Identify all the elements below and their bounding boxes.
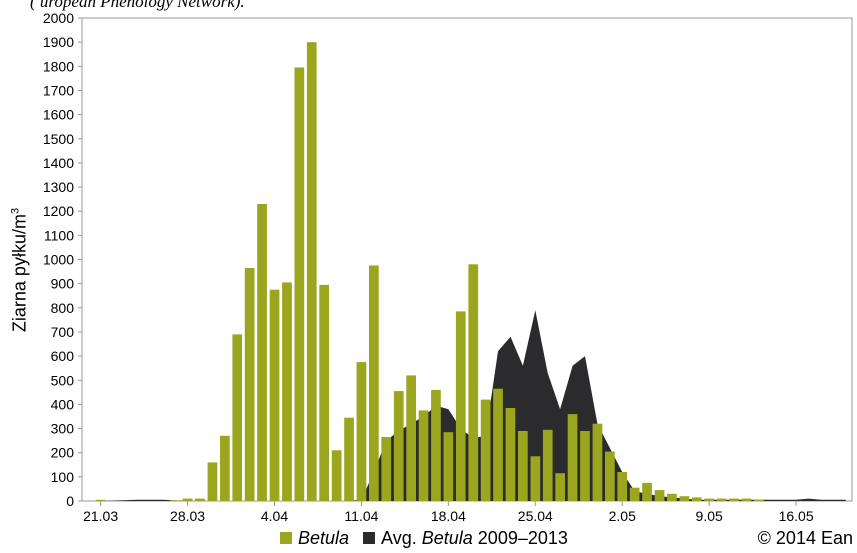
betula-bar: [455, 311, 466, 501]
y-tick-label: 1400: [43, 155, 74, 171]
betula-bar: [505, 408, 516, 501]
betula-bar: [480, 399, 491, 501]
y-tick-label: 0: [66, 493, 74, 509]
betula-bar: [294, 67, 305, 501]
betula-bar: [443, 432, 454, 501]
betula-bar: [393, 391, 404, 501]
betula-bar: [716, 498, 727, 501]
betula-bar: [729, 498, 739, 501]
y-tick-label: 300: [51, 421, 75, 437]
x-tick-label: 21.03: [83, 508, 118, 524]
y-tick-label: 800: [51, 300, 75, 316]
chart-grid: [81, 17, 853, 502]
betula-bar: [617, 472, 628, 501]
betula-bar: [232, 334, 243, 501]
betula-bar: [691, 497, 702, 501]
legend-swatch-betula: [280, 532, 292, 544]
y-tick-label: 500: [51, 372, 75, 388]
betula-bar: [704, 498, 714, 501]
betula-bar: [679, 496, 690, 501]
y-tick-label: 200: [51, 445, 75, 461]
y-tick-label: 1700: [43, 82, 74, 98]
betula-bar: [381, 437, 392, 501]
betula-bar: [369, 265, 379, 501]
chart-bar-series: [95, 42, 764, 501]
betula-bar: [629, 487, 640, 501]
betula-bar: [95, 499, 106, 501]
betula-bar: [530, 456, 541, 501]
x-tick-label: 25.04: [518, 508, 553, 524]
betula-bar: [406, 375, 416, 501]
x-tick-label: 18.04: [431, 508, 466, 524]
y-tick-label: 2000: [43, 10, 74, 26]
y-tick-label: 1600: [43, 107, 74, 123]
x-tick-label: 11.04: [344, 508, 378, 524]
betula-bar: [493, 388, 503, 501]
y-tick-label: 600: [51, 348, 75, 364]
chart-axes: 0 100 200 300 400 500 600 700 800 900 1000 1100 1200…: [43, 10, 814, 524]
betula-bar: [642, 482, 652, 501]
betula-bar: [244, 268, 255, 501]
betula-bar: [567, 414, 578, 501]
legend-label-average: Avg. Betula 2009–2013: [381, 527, 568, 548]
betula-bar: [269, 289, 280, 501]
betula-bar: [331, 450, 342, 501]
chart: 0 100 200 300 400 500 600 700 800 900 1000 1100 1200…: [43, 10, 853, 524]
betula-bar: [654, 490, 665, 501]
betula-bar: [754, 499, 764, 501]
y-tick-label: 1900: [43, 34, 74, 50]
betula-bar: [170, 500, 180, 501]
y-tick-label: 1300: [43, 179, 74, 195]
x-tick-label: 9.05: [696, 508, 723, 524]
betula-bar: [741, 498, 752, 501]
betula-bar: [592, 423, 603, 501]
y-tick-label: 1200: [43, 203, 74, 219]
copyright-text: © 2014 Ean: [757, 527, 853, 548]
y-tick-label: 700: [51, 324, 75, 340]
plot-frame: [81, 17, 853, 502]
legend-swatch-average: [363, 532, 376, 544]
y-tick-label: 1500: [43, 131, 74, 147]
betula-bar: [667, 493, 677, 501]
betula-bar: [306, 42, 317, 501]
legend-label-betula: Betula: [298, 527, 350, 548]
chart-legend: Betula Avg. Betula 2009–2013: [280, 526, 568, 550]
betula-bar: [319, 284, 329, 501]
betula-bar: [431, 389, 441, 501]
betula-bar: [518, 431, 528, 501]
clipped-caption-text: ( uropean Phenology Network).: [30, 0, 245, 11]
betula-bar: [356, 362, 367, 501]
betula-bar: [580, 431, 590, 501]
y-tick-label: 1000: [43, 252, 74, 268]
betula-bar: [468, 264, 479, 501]
y-tick-label: 900: [51, 276, 75, 292]
betula-bar: [257, 204, 267, 501]
x-tick-label: 16.05: [779, 508, 814, 524]
betula-bar: [220, 435, 230, 501]
y-tick-label: 400: [51, 396, 75, 412]
betula-bar: [542, 429, 553, 501]
y-tick-label: 1100: [44, 227, 74, 243]
x-tick-label: 2.05: [609, 508, 636, 524]
betula-bar: [182, 498, 193, 501]
betula-bar: [344, 417, 354, 501]
betula-bar: [605, 451, 615, 501]
betula-bar: [207, 462, 218, 501]
y-tick-label: 100: [51, 469, 75, 485]
y-axis-label: Ziarna pyłku/m3: [9, 207, 30, 333]
x-tick-label: 4.04: [261, 508, 288, 524]
betula-bar: [195, 498, 205, 501]
betula-bar: [282, 282, 292, 501]
betula-bar: [555, 473, 565, 501]
betula-bar: [418, 410, 429, 501]
y-tick-label: 1800: [43, 58, 74, 74]
x-tick-label: 28.03: [170, 508, 205, 524]
